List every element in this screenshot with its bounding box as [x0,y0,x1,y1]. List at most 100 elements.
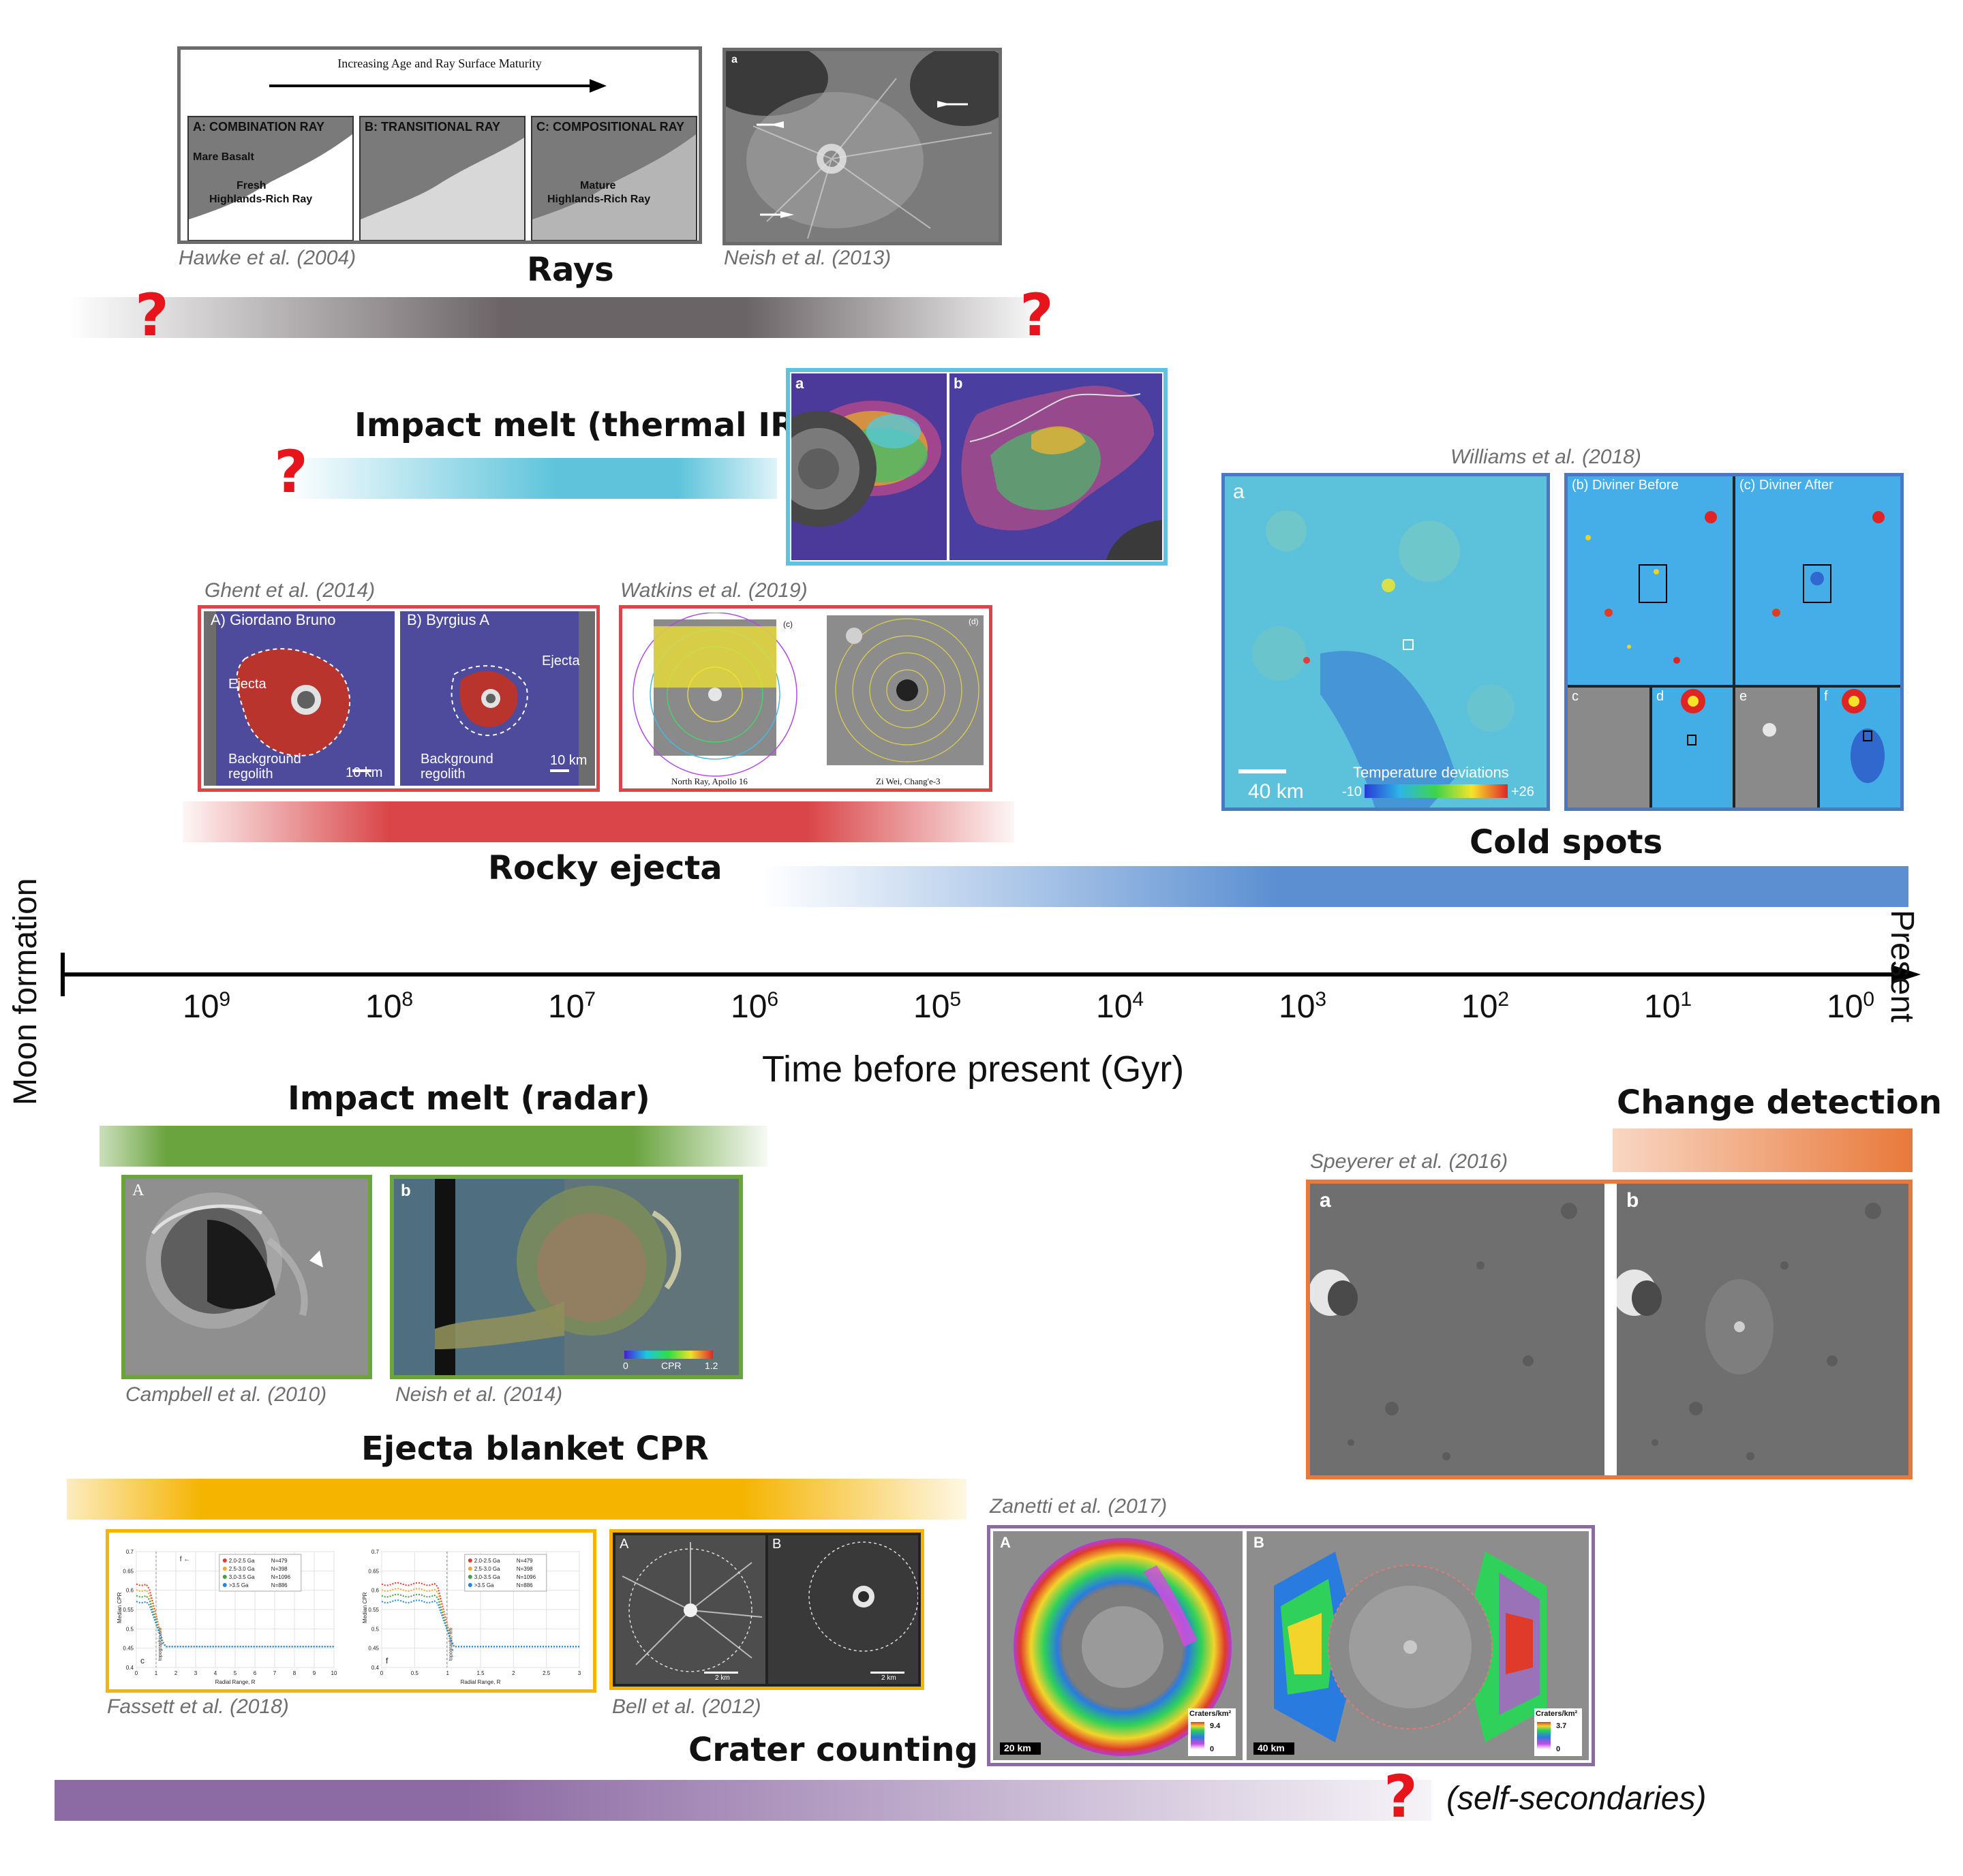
legend-count: N=886 [517,1582,533,1588]
watkins-figure: (c) (d) North Ray, Apollo 16 Zi Wei, Cha… [619,605,992,792]
cite-ghent: Ghent et al. (2014) [204,579,376,602]
cold-e: e [1735,688,1817,808]
y-axis-label: Median CPR [362,1592,368,1623]
title-rocky-ejecta: Rocky ejecta [488,849,722,887]
ghent-b-background: Background [421,752,493,767]
x-tick-label: 9 [313,1670,316,1676]
legend-marker [222,1583,227,1587]
cpr-bar-min: 0 [623,1360,628,1371]
cpr-bar-label: CPR [661,1360,682,1371]
bar-rocky-ejecta [183,801,1014,842]
axis-tick: 104 [1096,988,1144,1025]
y-tick-label: 0.65 [368,1568,379,1574]
legend-label: >3.5 Ga [229,1582,249,1588]
x-tick-label: 1.5 [476,1670,485,1676]
ghent-figure: A) Giordano Bruno Ejecta Background rego… [198,605,600,792]
legend-label: 2.5-3.0 Ga [229,1566,255,1572]
legend-marker [468,1575,472,1579]
bell-panel-a: A 2 km [615,1535,765,1684]
legend-marker [222,1575,227,1579]
legend-label: 3.0-3.5 Ga [474,1574,500,1580]
zanetti-b-cbar-max: 3.7 [1556,1722,1567,1730]
axis-left-label: Moon formation [7,878,44,1106]
bar-rays [68,297,1036,338]
y-tick-label: 0.65 [123,1568,134,1574]
question-mark-rays-end: ? [1020,281,1054,350]
cite-fassett: Fassett et al. (2018) [107,1695,289,1718]
legend-marker [468,1558,472,1563]
label-combination-ray: A: COMBINATION RAY [193,120,324,134]
axis-right-label: Present [1884,910,1920,1023]
question-mark-rays-start: ? [135,281,169,350]
panel-label: f [386,1656,389,1665]
neish-2014-image: b CPR 0 1.2 [390,1175,743,1379]
series-line [381,1599,579,1648]
legend-marker [222,1567,227,1571]
axis-tick: 109 [183,988,231,1025]
thermal-figure: a b [786,368,1168,566]
cold-f: f [1820,688,1900,808]
y-tick-label: 0.4 [371,1665,380,1671]
bell-a-label: A [620,1537,629,1552]
legend-count: N=1096 [271,1574,291,1580]
ray-panel-a: A: COMBINATION RAY Mare Basalt Fresh Hig… [187,116,354,241]
legend-marker [468,1567,472,1571]
y-tick-label: 0.5 [126,1626,134,1632]
zanetti-a-label: A [1000,1534,1011,1551]
legend-box [464,1554,547,1592]
speyerer-a-label: a [1320,1189,1331,1212]
bar-thermal [286,458,777,499]
bell-a-scale: 2 km [715,1674,730,1682]
cite-speyerer: Speyerer et al. (2016) [1310,1150,1508,1173]
zanetti-a-cbar-label: Craters/km² [1189,1710,1232,1718]
label-mare-basalt: Mare Basalt [193,151,254,163]
y-tick-label: 0.7 [126,1549,134,1555]
title-thermal: Impact melt (thermal IR) [354,406,811,444]
legend-count: N=1096 [517,1574,536,1580]
diviner-after-label: (c) Diviner After [1739,478,1833,493]
x-tick-label: 6 [254,1670,257,1676]
cite-bell: Bell et al. (2012) [612,1695,761,1718]
title-cold-spots: Cold spots [1470,823,1663,861]
question-mark-crater: ? [1384,1763,1418,1831]
axis-tick: 101 [1644,988,1692,1025]
axis-tick: 103 [1279,988,1327,1025]
panel-label: c [140,1656,144,1665]
legend-count: N=479 [517,1558,533,1564]
y-tick-label: 0.45 [368,1646,379,1652]
bar-cold-spots [763,866,1908,907]
x-tick-label: 3 [194,1670,198,1676]
watkins-panel-c: (c) [626,613,804,783]
cite-neish-2014: Neish et al. (2014) [395,1383,563,1406]
rim-label: topographic rim [158,1628,163,1661]
neish-2014-label: b [401,1182,411,1200]
x-tick-label: 4 [214,1670,217,1676]
question-mark-thermal: ? [274,438,308,506]
series-line [136,1601,334,1648]
zanetti-a-cbar-max: 9.4 [1210,1722,1221,1730]
label-fresh: Fresh [237,180,267,191]
legend-count: N=398 [271,1566,288,1572]
title-cpr: Ejecta blanket CPR [361,1430,709,1468]
bar-cpr [67,1479,967,1520]
speyerer-panel-b: b [1617,1184,1908,1475]
cold-d-label: d [1656,689,1664,704]
legend-count: N=398 [517,1566,533,1572]
bar-radar [100,1126,767,1167]
watkins-c-label: (c) [783,619,793,629]
speyerer-panel-a: a [1310,1184,1604,1475]
x-tick-label: 0 [380,1670,384,1676]
thermal-panel-b: b [949,373,1162,560]
campbell-image: A [121,1175,372,1379]
speyerer-b-label: b [1626,1189,1639,1212]
axis-title: Time before present (Gyr) [762,1049,1185,1090]
diviner-before: (b) Diviner Before [1568,476,1733,685]
zanetti-panel-b: B 40 km Craters/km² 3.7 0 [1247,1531,1589,1760]
x-tick-label: 1 [446,1670,449,1676]
cite-hawke: Hawke et al. (2004) [179,247,356,269]
fassett-plots: 0.70.650.60.550.50.450.40 1 2 3 4 5 6 7 8 9 10Radi… [117,1549,581,1685]
diviner-after: (c) Diviner After [1735,476,1900,685]
cold-spot-diviner: (b) Diviner Before (c) Diviner After c d… [1564,473,1904,811]
ray-panel-b: B: TRANSITIONAL RAY [359,116,526,241]
ghent-panel-a: A) Giordano Bruno Ejecta Background rego… [204,611,395,786]
